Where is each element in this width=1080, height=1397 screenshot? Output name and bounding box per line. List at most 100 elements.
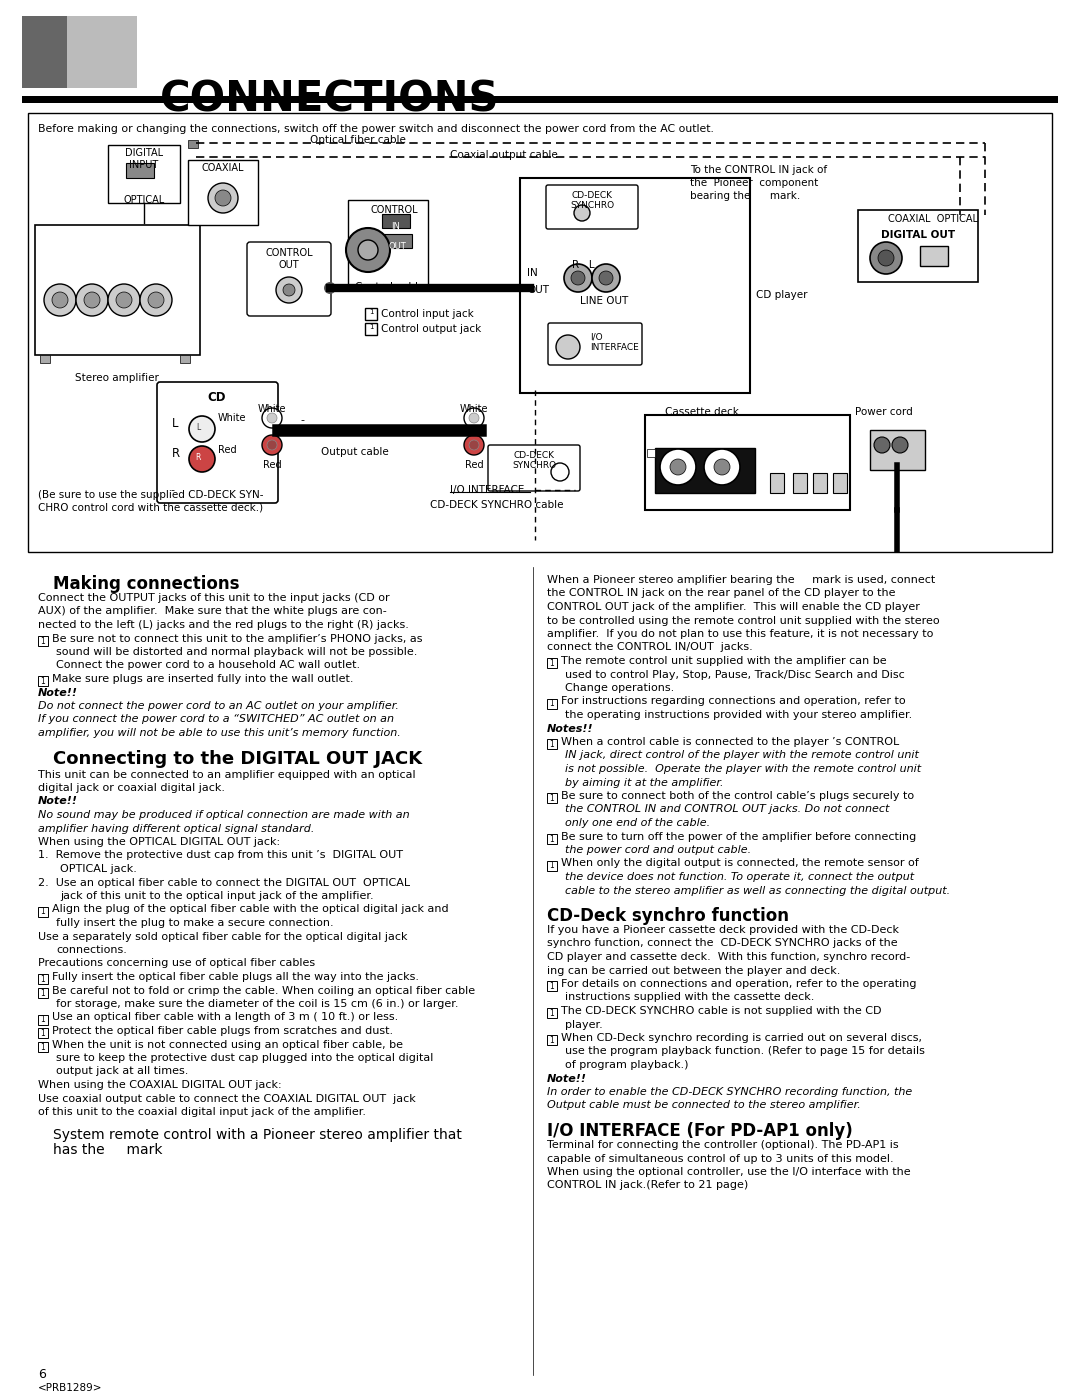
Text: cable to the stereo amplifier as well as connecting the digital output.: cable to the stereo amplifier as well as… [565,886,950,895]
Text: 1: 1 [550,659,554,668]
Text: 1: 1 [41,678,45,686]
Text: sure to keep the protective dust cap plugged into the optical digital: sure to keep the protective dust cap plu… [56,1053,433,1063]
Bar [38,907,48,916]
Text: If you have a Pioneer cassette deck provided with the CD-Deck: If you have a Pioneer cassette deck prov… [546,925,899,935]
Text: Use a separately sold optical fiber cable for the optical digital jack: Use a separately sold optical fiber cabl… [38,932,407,942]
Circle shape [469,440,480,450]
Text: Use coaxial output cable to connect the COAXIAL DIGITAL OUT  jack: Use coaxial output cable to connect the … [38,1094,416,1104]
Circle shape [215,190,231,205]
Bar [833,474,847,493]
Text: CHRO control cord with the cassette deck.): CHRO control cord with the cassette deck… [38,503,264,513]
Circle shape [108,284,140,316]
Text: amplifier.  If you do not plan to use this feature, it is not necessary to: amplifier. If you do not plan to use thi… [546,629,933,638]
Text: of program playback.): of program playback.) [565,1060,689,1070]
Text: COAXIAL  OPTICAL: COAXIAL OPTICAL [888,214,978,224]
Text: 1: 1 [41,989,45,997]
Circle shape [76,284,108,316]
Text: Stereo amplifier: Stereo amplifier [76,373,159,383]
Bar [770,474,784,493]
Text: fully insert the plug to make a secure connection.: fully insert the plug to make a secure c… [56,918,334,928]
Bar [858,210,978,282]
Bar [654,448,755,493]
Text: 1: 1 [550,862,554,870]
Circle shape [267,414,276,423]
Circle shape [283,284,295,296]
Text: 1: 1 [41,1042,45,1052]
Bar [67,15,137,88]
Text: Terminal for connecting the controller (optional). The PD-AP1 is: Terminal for connecting the controller (… [546,1140,899,1150]
Text: 1: 1 [41,637,45,645]
Bar [870,430,924,469]
Text: Be sure to turn off the power of the amplifier before connecting: Be sure to turn off the power of the amp… [561,831,916,841]
Text: only one end of the cable.: only one end of the cable. [565,819,711,828]
Text: Note!!: Note!! [38,687,78,697]
Text: Be sure to connect both of the control cable’s plugs securely to: Be sure to connect both of the control c… [561,791,914,800]
Bar [546,981,557,990]
Circle shape [189,416,215,441]
Text: I/O
INTERFACE: I/O INTERFACE [590,332,638,352]
Text: -: - [300,415,303,425]
Circle shape [878,250,894,265]
Circle shape [870,242,902,274]
Text: For details on connections and operation, refer to the operating: For details on connections and operation… [561,979,917,989]
Text: Connect the power cord to a household AC wall outlet.: Connect the power cord to a household AC… [56,661,360,671]
Text: is not possible.  Operate the player with the remote control unit: is not possible. Operate the player with… [565,764,921,774]
Text: R: R [195,453,201,462]
Circle shape [140,284,172,316]
Circle shape [44,284,76,316]
Text: ing can be carried out between the player and deck.: ing can be carried out between the playe… [546,965,840,975]
Text: Red: Red [218,446,237,455]
Circle shape [704,448,740,485]
Text: Control input jack: Control input jack [381,309,474,319]
Text: White: White [218,414,246,423]
Text: the  Pioneer  component: the Pioneer component [690,177,819,189]
Text: synchro function, connect the  CD-DECK SYNCHRO jacks of the: synchro function, connect the CD-DECK SY… [546,939,897,949]
Text: Note!!: Note!! [38,796,78,806]
Text: used to control Play, Stop, Pause, Track/Disc Search and Disc: used to control Play, Stop, Pause, Track… [565,669,905,679]
Circle shape [464,434,484,455]
Bar [920,246,948,265]
Circle shape [52,292,68,307]
Text: 1: 1 [41,1016,45,1024]
Circle shape [592,264,620,292]
Text: Red: Red [262,460,281,469]
Text: the operating instructions provided with your stereo amplifier.: the operating instructions provided with… [565,710,913,719]
Circle shape [670,460,686,475]
Text: When a control cable is connected to the player ’s CONTROL: When a control cable is connected to the… [561,738,900,747]
Text: CD-DECK SYNCHRO cable: CD-DECK SYNCHRO cable [430,500,564,510]
Text: LINE OUT: LINE OUT [580,296,629,306]
Circle shape [208,183,238,212]
Bar [188,140,198,148]
Text: Control cable: Control cable [355,282,424,292]
FancyBboxPatch shape [247,242,330,316]
Bar [793,474,807,493]
Bar [546,658,557,668]
Text: amplifier having different optical signal standard.: amplifier having different optical signa… [38,823,314,834]
Text: Note!!: Note!! [546,1073,588,1084]
Text: Connect the OUTPUT jacks of this unit to the input jacks (CD or: Connect the OUTPUT jacks of this unit to… [38,592,390,604]
Text: of this unit to the coaxial digital input jack of the amplifier.: of this unit to the coaxial digital inpu… [38,1106,366,1118]
Circle shape [189,446,215,472]
Text: Control output jack: Control output jack [381,324,482,334]
Text: to be controlled using the remote control unit supplied with the stereo: to be controlled using the remote contro… [546,616,940,626]
Bar [180,355,190,363]
FancyBboxPatch shape [488,446,580,490]
Text: connect the CONTROL IN/OUT  jacks.: connect the CONTROL IN/OUT jacks. [546,643,753,652]
Text: 1: 1 [550,982,554,990]
Text: by aiming it at the amplifier.: by aiming it at the amplifier. [565,778,724,788]
Circle shape [892,437,908,453]
Text: I/O INTERFACE (For PD-AP1 only): I/O INTERFACE (For PD-AP1 only) [546,1122,853,1140]
Text: Connecting to the DIGITAL OUT JACK: Connecting to the DIGITAL OUT JACK [53,750,422,767]
Text: When using the optional controller, use the I/O interface with the: When using the optional controller, use … [546,1166,910,1178]
Text: CONTROL IN jack.(Refer to 21 page): CONTROL IN jack.(Refer to 21 page) [546,1180,748,1190]
Bar [38,1042,48,1052]
Circle shape [571,271,585,285]
Text: This unit can be connected to an amplifier equipped with an optical: This unit can be connected to an amplifi… [38,770,416,780]
Text: I/O INTERFACE: I/O INTERFACE [450,485,525,495]
Text: nected to the left (L) jacks and the red plugs to the right (R) jacks.: nected to the left (L) jacks and the red… [38,620,409,630]
Text: CD player and cassette deck.  With this function, synchro record-: CD player and cassette deck. With this f… [546,951,910,963]
Circle shape [84,292,100,307]
Circle shape [267,440,276,450]
Bar [38,974,48,983]
Text: R: R [172,447,180,460]
